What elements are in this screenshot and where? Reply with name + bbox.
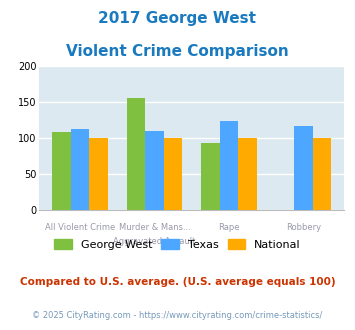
Bar xyxy=(313,138,331,210)
Bar xyxy=(294,126,313,210)
Bar xyxy=(201,143,220,210)
Text: Rape: Rape xyxy=(218,223,240,232)
Bar xyxy=(238,138,257,210)
Text: Violent Crime Comparison: Violent Crime Comparison xyxy=(66,44,289,59)
Bar xyxy=(71,129,89,210)
Text: © 2025 CityRating.com - https://www.cityrating.com/crime-statistics/: © 2025 CityRating.com - https://www.city… xyxy=(32,311,323,320)
Text: Robbery: Robbery xyxy=(286,223,321,232)
Bar xyxy=(220,121,238,210)
Bar xyxy=(145,131,164,210)
Text: Murder & Mans...: Murder & Mans... xyxy=(119,223,190,232)
Text: All Violent Crime: All Violent Crime xyxy=(45,223,115,232)
Text: 2017 George West: 2017 George West xyxy=(98,11,257,26)
Bar xyxy=(89,138,108,210)
Bar xyxy=(164,138,182,210)
Text: Compared to U.S. average. (U.S. average equals 100): Compared to U.S. average. (U.S. average … xyxy=(20,277,335,287)
Legend: George West, Texas, National: George West, Texas, National xyxy=(50,234,305,254)
Text: Aggravated Assault: Aggravated Assault xyxy=(113,237,196,246)
Bar xyxy=(52,132,71,210)
Bar xyxy=(126,98,145,210)
